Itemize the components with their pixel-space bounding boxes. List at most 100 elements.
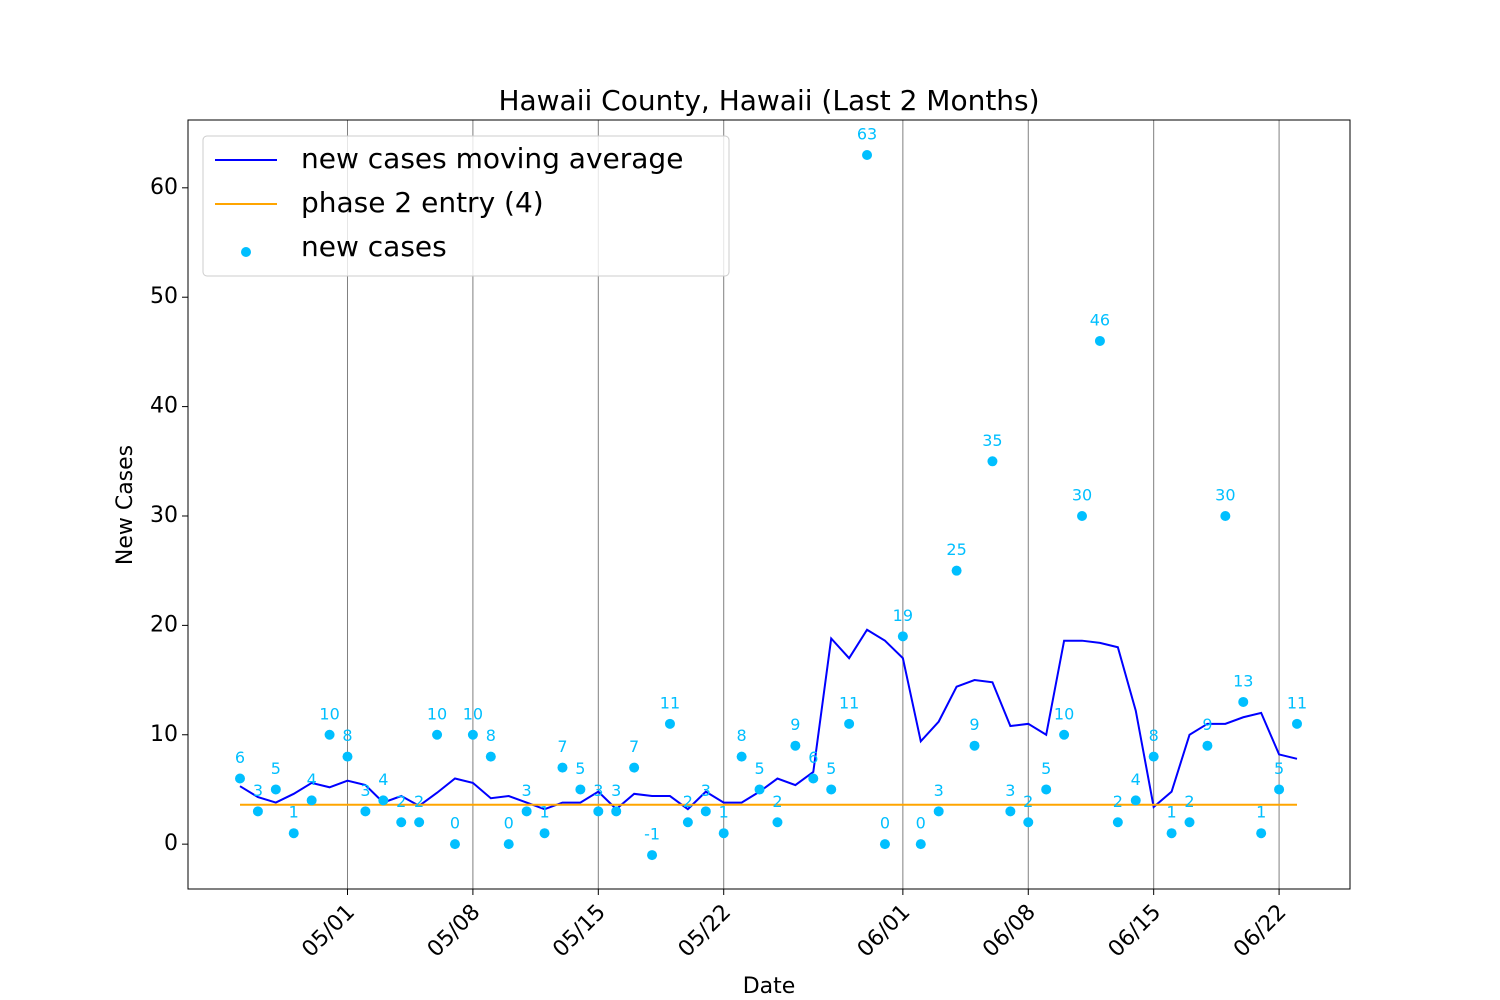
point <box>557 762 568 773</box>
point <box>467 729 478 740</box>
data-label: 11 <box>660 693 680 712</box>
data-label: 30 <box>1215 485 1235 504</box>
point <box>1256 828 1267 839</box>
point <box>1238 696 1249 707</box>
data-label: 10 <box>463 704 483 723</box>
data-label: 5 <box>1274 759 1284 778</box>
point <box>1130 795 1141 806</box>
point <box>754 784 765 795</box>
y-tick-label: 30 <box>150 503 178 528</box>
x-axis-label: Date <box>743 974 796 999</box>
data-label: 2 <box>683 792 693 811</box>
point <box>449 839 460 850</box>
point <box>862 150 873 161</box>
point <box>539 828 550 839</box>
point <box>611 806 622 817</box>
data-label: 8 <box>342 726 352 745</box>
point <box>270 784 281 795</box>
point <box>736 751 747 762</box>
point <box>772 817 783 828</box>
point <box>718 828 729 839</box>
data-label: 0 <box>916 814 926 833</box>
data-label: 13 <box>1233 671 1253 690</box>
point <box>1112 817 1123 828</box>
data-label: 8 <box>737 726 747 745</box>
y-tick-label: 0 <box>164 831 178 856</box>
point <box>951 565 962 576</box>
data-label: 63 <box>857 125 877 144</box>
point <box>503 839 514 850</box>
data-label: 25 <box>946 540 966 559</box>
point <box>1184 817 1195 828</box>
data-label: 9 <box>969 715 979 734</box>
data-label: 9 <box>790 715 800 734</box>
point <box>647 850 658 861</box>
data-label: 3 <box>611 781 621 800</box>
legend-marker <box>241 247 251 257</box>
y-tick-label: 40 <box>150 394 178 419</box>
data-label: 3 <box>1005 781 1015 800</box>
y-tick-label: 10 <box>150 722 178 747</box>
point <box>306 795 317 806</box>
point <box>915 839 926 850</box>
point <box>1041 784 1052 795</box>
chart-title: Hawaii County, Hawaii (Last 2 Months) <box>498 84 1039 117</box>
data-label: 46 <box>1090 310 1110 329</box>
point <box>933 806 944 817</box>
point <box>844 718 855 729</box>
data-label: 0 <box>450 814 460 833</box>
plot-frame <box>187 119 1351 890</box>
point <box>700 806 711 817</box>
point <box>969 740 980 751</box>
data-label: 2 <box>772 792 782 811</box>
point <box>879 839 890 850</box>
point <box>1059 729 1070 740</box>
data-label: 11 <box>839 693 859 712</box>
data-label: 5 <box>1041 759 1051 778</box>
data-label: 2 <box>414 792 424 811</box>
data-label: 6 <box>235 748 245 767</box>
y-tick-label: 50 <box>150 284 178 309</box>
point <box>1023 817 1034 828</box>
data-label: 5 <box>271 759 281 778</box>
legend-label: new cases moving average <box>301 142 683 175</box>
data-label: 0 <box>504 814 514 833</box>
data-label: 7 <box>629 737 639 756</box>
point <box>288 828 299 839</box>
data-label: 3 <box>593 781 603 800</box>
data-label: 5 <box>754 759 764 778</box>
data-label: 5 <box>826 759 836 778</box>
data-label: 9 <box>1202 715 1212 734</box>
point <box>378 795 389 806</box>
data-label: 1 <box>539 803 549 822</box>
point <box>342 751 353 762</box>
point <box>1292 718 1302 729</box>
point <box>629 762 640 773</box>
point <box>987 456 998 467</box>
data-label: 4 <box>307 770 317 789</box>
data-label: 11 <box>1287 693 1307 712</box>
point <box>252 806 263 817</box>
point <box>1094 335 1105 346</box>
point <box>360 806 371 817</box>
point <box>1202 740 1213 751</box>
point <box>324 729 335 740</box>
point <box>521 806 532 817</box>
point <box>593 806 604 817</box>
legend-label: phase 2 entry (4) <box>301 186 544 219</box>
point <box>826 784 837 795</box>
data-label: 3 <box>522 781 532 800</box>
point <box>1077 510 1088 521</box>
point <box>1005 806 1016 817</box>
legend-label: new cases <box>301 230 447 263</box>
data-label: 1 <box>289 803 299 822</box>
data-label: 10 <box>427 704 447 723</box>
data-label: 1 <box>1256 803 1266 822</box>
legend-box <box>202 135 730 277</box>
data-label: 4 <box>1131 770 1141 789</box>
point <box>664 718 675 729</box>
data-label: 0 <box>880 814 890 833</box>
point <box>1274 784 1285 795</box>
data-label: -1 <box>644 825 660 844</box>
